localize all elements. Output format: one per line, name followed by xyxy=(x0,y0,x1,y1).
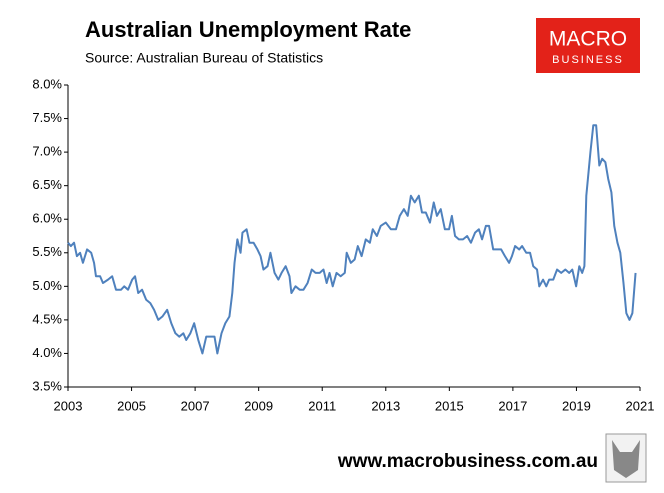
logo-box xyxy=(536,18,640,73)
y-tick-label: 4.5% xyxy=(32,311,62,326)
x-tick-label: 2011 xyxy=(308,398,336,413)
y-tick-label: 6.0% xyxy=(32,211,62,226)
y-tick-label: 3.5% xyxy=(32,378,62,393)
y-tick-label: 7.0% xyxy=(32,144,62,159)
logo-top: MACRO xyxy=(549,28,627,51)
x-tick-label: 2013 xyxy=(371,398,400,413)
x-tick-label: 2005 xyxy=(117,398,146,413)
y-tick-label: 7.5% xyxy=(32,110,62,125)
wolf-face xyxy=(612,440,640,478)
x-tick-label: 2003 xyxy=(54,398,83,413)
chart-subtitle: Source: Australian Bureau of Statistics xyxy=(85,50,323,66)
y-tick-label: 5.0% xyxy=(32,278,62,293)
x-tick-label: 2015 xyxy=(435,398,464,413)
website: www.macrobusiness.com.au xyxy=(337,451,598,472)
y-tick-label: 4.0% xyxy=(32,345,62,360)
x-tick-label: 2021 xyxy=(626,398,655,413)
y-tick-label: 8.0% xyxy=(32,76,62,91)
x-tick-label: 2007 xyxy=(181,398,210,413)
logo-bottom: BUSINESS xyxy=(552,54,624,66)
y-tick-label: 5.5% xyxy=(32,244,62,259)
x-tick-label: 2009 xyxy=(244,398,273,413)
line-series xyxy=(67,124,637,355)
x-tick-label: 2017 xyxy=(498,398,527,413)
y-tick-label: 6.5% xyxy=(32,177,62,192)
x-tick-label: 2019 xyxy=(562,398,591,413)
chart-title: Australian Unemployment Rate xyxy=(85,17,411,42)
